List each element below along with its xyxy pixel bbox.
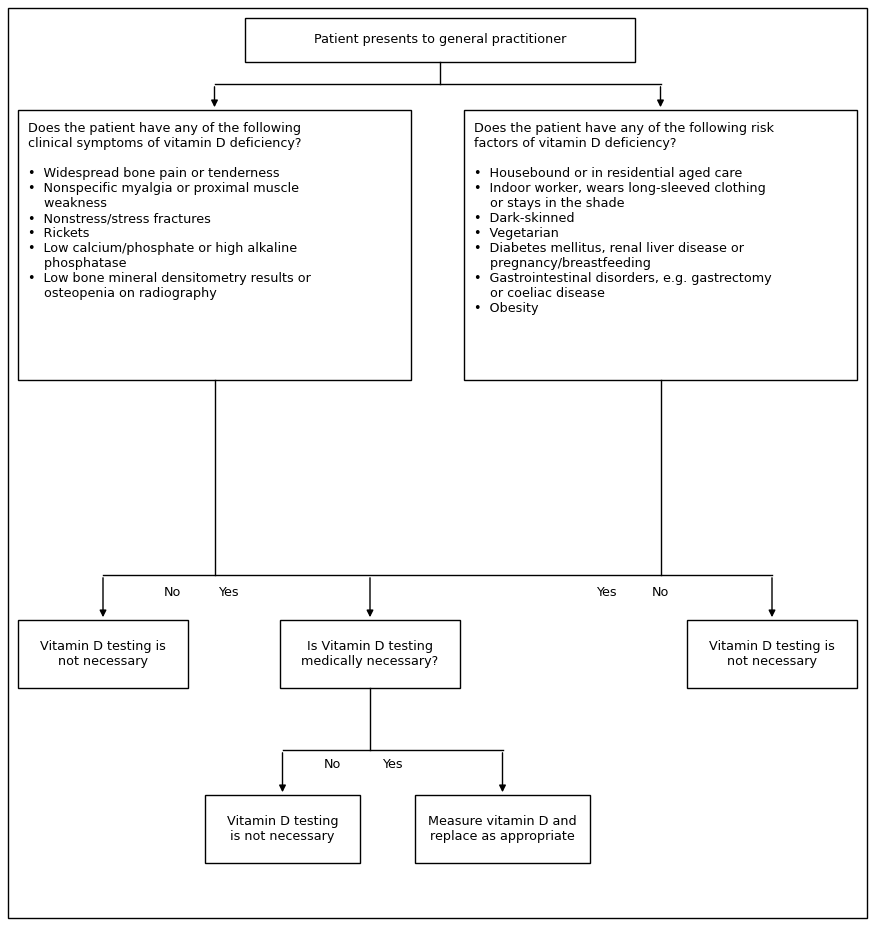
Text: No: No: [651, 586, 668, 599]
Bar: [415, 795, 590, 863]
Text: Vitamin D testing is
not necessary: Vitamin D testing is not necessary: [709, 640, 835, 668]
Bar: [18, 620, 188, 688]
Text: No: No: [324, 758, 340, 771]
Text: Measure vitamin D and
replace as appropriate: Measure vitamin D and replace as appropr…: [428, 815, 577, 843]
Bar: [464, 110, 857, 380]
Text: Vitamin D testing
is not necessary: Vitamin D testing is not necessary: [227, 815, 339, 843]
Text: No: No: [164, 586, 181, 599]
Text: Yes: Yes: [596, 586, 616, 599]
Text: Patient presents to general practitioner: Patient presents to general practitioner: [314, 33, 566, 46]
Text: Is Vitamin D testing
medically necessary?: Is Vitamin D testing medically necessary…: [301, 640, 438, 668]
Bar: [687, 620, 857, 688]
Text: Vitamin D testing is
not necessary: Vitamin D testing is not necessary: [40, 640, 166, 668]
Bar: [205, 795, 360, 863]
Bar: [245, 18, 635, 62]
Text: Yes: Yes: [218, 586, 238, 599]
Text: Does the patient have any of the following
clinical symptoms of vitamin D defici: Does the patient have any of the followi…: [28, 122, 311, 300]
Text: Yes: Yes: [382, 758, 402, 771]
Bar: [280, 620, 460, 688]
Bar: [18, 110, 411, 380]
Text: Does the patient have any of the following risk
factors of vitamin D deficiency?: Does the patient have any of the followi…: [474, 122, 774, 315]
